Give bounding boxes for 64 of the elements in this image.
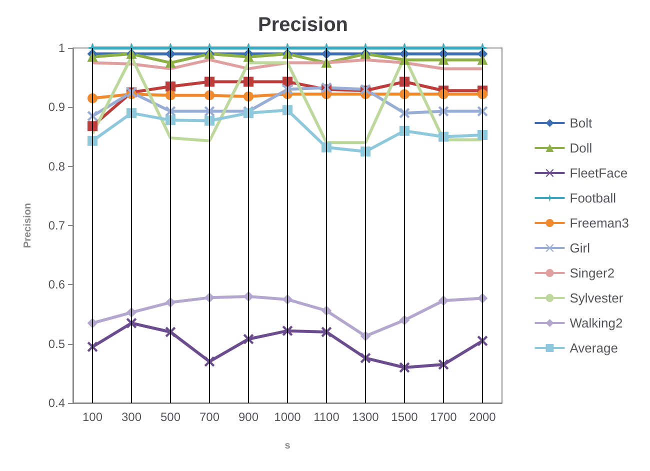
- y-tick-label: 0.5: [48, 336, 66, 351]
- point: [322, 327, 332, 337]
- legend-label: Doll: [570, 140, 592, 156]
- y-tick-label: 0.4: [48, 396, 66, 410]
- point: [88, 111, 98, 122]
- point: [88, 342, 98, 352]
- legend-label: Walking2: [570, 316, 623, 330]
- x-tick-label: 1700: [430, 410, 458, 424]
- legend-label: FleetFace: [570, 166, 628, 180]
- point: [166, 115, 176, 126]
- point: [360, 353, 370, 364]
- legend-label: Football: [570, 190, 616, 206]
- point: [438, 106, 448, 116]
- point: [282, 84, 292, 94]
- point: [478, 54, 488, 65]
- x-tick-label: 100: [82, 410, 103, 424]
- point: [478, 106, 488, 116]
- point: [438, 360, 448, 370]
- point: [244, 76, 254, 87]
- x-tick-label: 300: [121, 410, 142, 424]
- x-tick-label: 900: [238, 410, 259, 424]
- point: [400, 362, 410, 372]
- point: [166, 327, 176, 337]
- point: [400, 108, 410, 118]
- point: [244, 334, 254, 344]
- point: [126, 108, 136, 118]
- x-tick-label: 2000: [469, 410, 496, 424]
- point: [438, 54, 448, 65]
- point: [204, 76, 214, 87]
- x-tick-label: 1500: [391, 410, 418, 424]
- x-tick-label: 1100: [314, 410, 340, 424]
- point: [478, 130, 488, 140]
- point: [400, 76, 410, 87]
- point: [204, 116, 214, 126]
- point: [400, 126, 410, 136]
- point: [88, 136, 98, 146]
- y-tick-label: 1: [58, 41, 66, 55]
- x-tick-label: 1300: [352, 410, 380, 424]
- y-tick-label: 0.9: [48, 100, 66, 114]
- point: [282, 105, 292, 116]
- point: [88, 121, 98, 132]
- x-tick-label: 700: [199, 410, 220, 424]
- legend-label: Singer2: [570, 266, 615, 280]
- point: [204, 106, 214, 116]
- legend-label: Freeman3: [570, 216, 629, 230]
- legend-label: Average: [570, 340, 618, 356]
- point: [438, 132, 448, 142]
- y-tick-label: 0.7: [48, 218, 66, 232]
- chart-title: Precision: [258, 14, 348, 36]
- legend-label: Sylvester: [570, 290, 624, 306]
- y-tick-label: 0.6: [48, 278, 66, 292]
- point: [322, 58, 332, 68]
- point: [322, 142, 332, 152]
- y-tick-label: 0.8: [48, 159, 66, 174]
- point: [166, 58, 176, 68]
- point: [360, 146, 370, 157]
- x-tick-label: 1000: [274, 410, 302, 424]
- y-axis-title: Precision: [22, 202, 34, 248]
- point: [400, 54, 410, 65]
- legend-label: Bolt: [570, 116, 593, 130]
- x-tick-label: 500: [160, 410, 181, 424]
- point: [204, 356, 214, 367]
- x-axis-title: s: [284, 440, 291, 452]
- legend-label: Girl: [570, 240, 590, 256]
